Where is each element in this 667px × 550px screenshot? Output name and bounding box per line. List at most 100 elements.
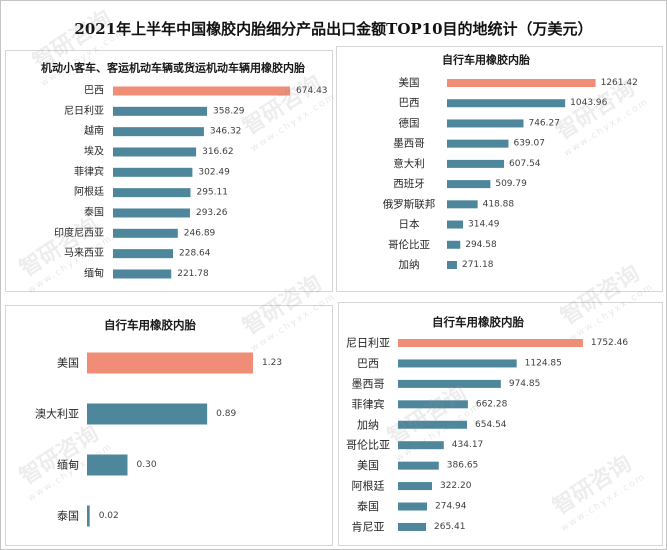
category-label: 巴西 <box>357 357 379 370</box>
value-label: 294.58 <box>465 240 497 250</box>
category-label: 尼日利亚 <box>64 105 104 117</box>
category-label: 美国 <box>357 459 379 472</box>
value-label: 295.11 <box>196 188 228 198</box>
panel-border <box>5 305 333 546</box>
value-label: 302.49 <box>198 167 230 177</box>
bar <box>113 249 174 259</box>
category-label: 巴西 <box>84 85 104 97</box>
category-label: 马来西亚 <box>64 247 104 259</box>
value-label: 386.65 <box>447 461 479 471</box>
value-label: 746.27 <box>528 118 560 128</box>
panel-border <box>336 46 663 292</box>
panel-border <box>338 302 663 546</box>
value-label: 246.89 <box>184 228 216 238</box>
bar <box>447 119 524 128</box>
bar <box>447 200 478 209</box>
value-label: 271.18 <box>462 260 494 270</box>
value-label: 509.79 <box>495 179 527 189</box>
value-label: 1.23 <box>262 358 282 368</box>
value-label: 316.62 <box>202 147 234 157</box>
value-label: 358.29 <box>213 106 245 116</box>
value-label: 674.43 <box>296 86 328 96</box>
bar <box>113 106 208 116</box>
value-label: 314.49 <box>468 220 500 230</box>
bar <box>447 220 464 229</box>
value-label: 228.64 <box>179 249 211 259</box>
value-label: 654.54 <box>475 420 507 430</box>
bar <box>113 167 193 177</box>
bar <box>398 359 517 368</box>
category-label: 澳大利亚 <box>35 407 79 421</box>
value-label: 418.88 <box>483 199 515 209</box>
value-label: 0.02 <box>99 511 119 521</box>
category-label: 印度尼西亚 <box>54 226 104 239</box>
bar <box>113 147 197 157</box>
bar <box>398 441 444 450</box>
category-label: 泰国 <box>84 205 104 218</box>
value-label: 639.07 <box>513 139 545 149</box>
bar <box>447 79 596 87</box>
bar <box>398 339 583 347</box>
category-label: 埃及 <box>84 144 104 157</box>
category-label: 日本 <box>399 218 420 231</box>
value-label: 0.89 <box>216 409 236 419</box>
chart-title: 自行车用橡胶内胎 <box>432 315 524 329</box>
category-label: 菲律宾 <box>74 165 104 178</box>
chart-title: 自行车用橡胶内胎 <box>104 318 196 332</box>
bar <box>398 420 468 429</box>
bar <box>447 260 457 269</box>
value-label: 1124.85 <box>525 358 562 368</box>
category-label: 意大利 <box>393 157 425 170</box>
value-label: 434.17 <box>452 440 484 450</box>
bar <box>398 461 439 470</box>
category-label: 加纳 <box>399 258 420 271</box>
bar <box>87 454 128 476</box>
category-label: 缅甸 <box>57 458 79 472</box>
bar <box>398 502 428 511</box>
value-label: 221.78 <box>177 269 209 279</box>
value-label: 265.41 <box>434 522 466 532</box>
category-label: 加纳 <box>357 418 379 431</box>
category-label: 阿根廷 <box>74 185 104 198</box>
bar <box>398 400 468 409</box>
bar <box>398 522 426 531</box>
bar <box>113 228 178 238</box>
bar <box>113 269 172 279</box>
category-label: 墨西哥 <box>352 377 385 390</box>
category-label: 美国 <box>57 357 79 370</box>
bar <box>113 188 191 198</box>
category-label: 阿根廷 <box>352 479 385 493</box>
value-label: 974.85 <box>509 379 540 389</box>
category-label: 缅甸 <box>84 266 104 279</box>
category-label: 泰国 <box>357 499 379 513</box>
category-label: 美国 <box>399 76 420 89</box>
category-label: 越南 <box>84 124 104 137</box>
panel-border <box>5 50 333 292</box>
category-label: 巴西 <box>399 97 420 109</box>
chart-title: 自行车用橡胶内胎 <box>442 53 530 67</box>
bar <box>87 352 254 374</box>
value-label: 1261.42 <box>601 78 638 88</box>
bar <box>447 99 566 108</box>
bar <box>398 379 501 388</box>
chart-title: 机动小客车、客运机动车辆或货运机动车辆用橡胶内胎 <box>41 61 305 75</box>
value-label: 293.26 <box>196 208 228 218</box>
value-label: 0.30 <box>137 460 157 470</box>
category-label: 菲律宾 <box>352 397 385 411</box>
value-label: 274.94 <box>435 502 467 512</box>
category-label: 哥伦比亚 <box>346 438 390 452</box>
category-label: 哥伦比亚 <box>388 238 430 251</box>
category-label: 俄罗斯联邦 <box>383 197 436 210</box>
bar <box>113 208 190 218</box>
category-label: 肯尼亚 <box>352 520 385 533</box>
value-label: 1752.46 <box>591 338 628 348</box>
value-label: 346.32 <box>210 127 242 137</box>
category-label: 泰国 <box>57 509 79 523</box>
bar <box>447 180 491 189</box>
